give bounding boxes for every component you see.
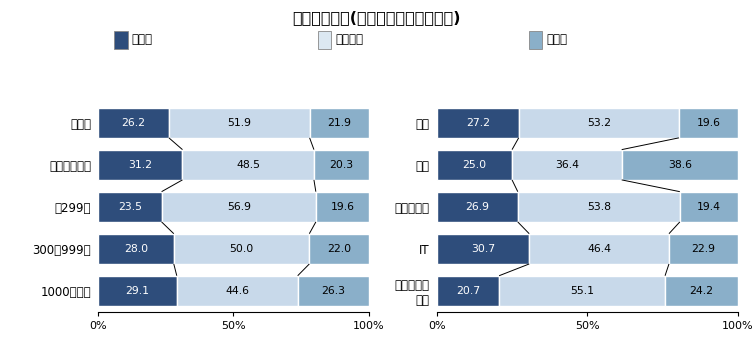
Text: 増えた: 増えた <box>132 33 153 46</box>
Text: 48.5: 48.5 <box>236 160 261 170</box>
Bar <box>437 276 499 306</box>
Text: 26.9: 26.9 <box>465 202 489 212</box>
Bar <box>98 149 182 180</box>
Bar <box>529 234 669 264</box>
Text: 53.2: 53.2 <box>587 118 611 128</box>
Bar <box>519 107 679 138</box>
Bar <box>162 192 316 222</box>
Bar <box>499 276 665 306</box>
Text: 25.0: 25.0 <box>462 160 486 170</box>
Bar <box>679 107 738 138</box>
Bar <box>665 276 738 306</box>
Bar <box>680 192 738 222</box>
Bar <box>437 234 529 264</box>
Bar <box>437 149 512 180</box>
Text: 19.6: 19.6 <box>697 118 721 128</box>
Text: 23.5: 23.5 <box>117 202 142 212</box>
Text: 44.6: 44.6 <box>225 286 249 296</box>
Text: 50.0: 50.0 <box>230 244 254 254</box>
Text: 30.7: 30.7 <box>471 244 495 254</box>
Bar <box>309 107 369 138</box>
Text: 29.1: 29.1 <box>125 286 149 296</box>
Bar <box>174 234 309 264</box>
Text: 22.0: 22.0 <box>327 244 351 254</box>
Bar <box>98 234 174 264</box>
Text: 20.3: 20.3 <box>329 160 353 170</box>
Bar <box>669 234 738 264</box>
Bar <box>182 149 314 180</box>
Text: 26.3: 26.3 <box>322 286 346 296</box>
Bar <box>177 276 297 306</box>
Bar <box>512 149 622 180</box>
Text: 22.9: 22.9 <box>691 244 715 254</box>
Text: 46.4: 46.4 <box>587 244 611 254</box>
Bar <box>622 149 738 180</box>
Text: 51.9: 51.9 <box>227 118 252 128</box>
Bar <box>169 107 309 138</box>
Bar <box>297 276 369 306</box>
Text: 19.6: 19.6 <box>331 202 355 212</box>
Bar <box>437 107 519 138</box>
Text: 53.8: 53.8 <box>587 202 611 212</box>
Bar <box>437 192 518 222</box>
Text: 31.2: 31.2 <box>128 160 152 170</box>
Text: 55.1: 55.1 <box>570 286 594 296</box>
Bar <box>98 276 177 306</box>
Text: 19.4: 19.4 <box>697 202 721 212</box>
Bar <box>518 192 680 222</box>
Bar <box>98 192 162 222</box>
Text: 27.2: 27.2 <box>465 118 489 128</box>
Text: 28.0: 28.0 <box>123 244 148 254</box>
Text: 21.9: 21.9 <box>328 118 352 128</box>
Text: 24.2: 24.2 <box>690 286 714 296</box>
Text: 20.7: 20.7 <box>456 286 480 296</box>
Bar <box>314 149 369 180</box>
Bar <box>316 192 369 222</box>
Text: 減った: 減った <box>546 33 567 46</box>
Bar <box>98 107 169 138</box>
Text: 内定辞退者数(従業員規模別／業界別): 内定辞退者数(従業員規模別／業界別) <box>292 10 461 25</box>
Text: 26.2: 26.2 <box>121 118 145 128</box>
Text: 変化なし: 変化なし <box>335 33 363 46</box>
Text: 36.4: 36.4 <box>555 160 579 170</box>
Bar <box>309 234 369 264</box>
Text: 56.9: 56.9 <box>227 202 251 212</box>
Text: 38.6: 38.6 <box>668 160 692 170</box>
